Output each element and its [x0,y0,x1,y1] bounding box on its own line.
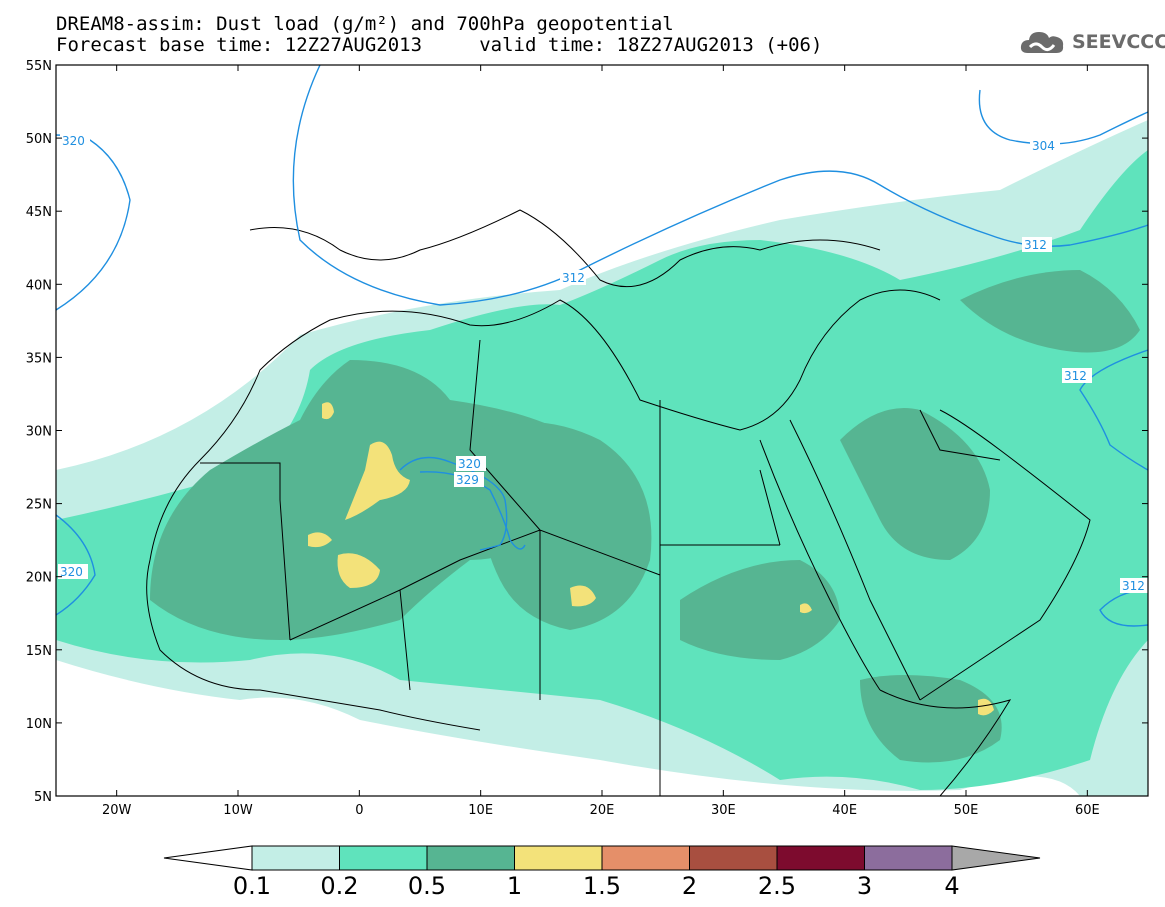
contour-label: 320 [60,565,83,579]
longitude-axis: 20W 10W 0 10E 20E 30E 40E 50E 60E [102,65,1100,818]
contour-labels: 320 304 312 312 312 320 320 329 312 [58,133,1148,593]
lat-label: 45N [26,205,52,220]
contour-320-west [56,134,131,311]
colorbar-label: 2 [682,872,697,900]
contour-label: 312 [1024,238,1047,252]
colorbar-label: 3 [857,872,872,900]
contour-label: 304 [1032,139,1055,153]
contour-label: 312 [1122,579,1145,593]
dust-band-0-5-caspian [960,270,1140,353]
coastline-arabia [919,409,1091,701]
colorbar-label: 2.5 [758,872,796,900]
lon-label: 50E [954,803,979,818]
contour-label-bg [1120,578,1148,593]
lon-label: 40E [832,803,857,818]
lon-label: 10E [468,803,493,818]
dust-shading [56,120,1148,796]
dust-band-0-5-east [680,560,840,660]
contour-label: 312 [562,271,585,285]
contour-label-bg [60,133,90,148]
colorbar-label: 4 [944,872,959,900]
contour-320-south [56,514,96,616]
title-line-1: DREAM8-assim: Dust load (g/m²) and 700hP… [56,13,674,35]
colorbar-label: 0.5 [408,872,446,900]
seevccc-logo: SEEVCCC [1018,26,1165,58]
dust-band-0-5-arabia [840,408,990,560]
colorbar-box [864,845,953,871]
contour-312-east [1079,349,1148,471]
coastline-horn [879,689,1012,796]
lon-label: 20W [102,803,132,818]
colorbar-low-arrow [163,845,253,871]
contour-label-bg [560,270,586,285]
lon-label: 10W [223,803,253,818]
contour-320-sahara [399,456,508,551]
colorbar-box [776,845,865,871]
lat-label: 15N [26,644,52,659]
lat-label: 20N [26,571,52,586]
lat-label: 50N [26,132,52,147]
contour-312-europe [292,65,1148,306]
lat-label: 5N [34,790,52,805]
lat-label: 10N [26,717,52,732]
contour-label-bg [454,472,484,487]
colorbar-label: 0.1 [233,872,271,900]
colorbar-high-arrow [951,845,1041,871]
lat-label: 55N [26,59,52,74]
latitude-axis: 55N 50N 45N 40N 35N 30N 25N 20N 15N 10N 5N [26,59,1148,805]
colorbar-box [601,845,690,871]
coastline-north-africa [149,289,941,561]
colorbar-box [514,845,603,871]
dust-band-1-algeria [322,402,334,420]
contour-label-bg [1022,237,1052,252]
colorbar-label: 1 [507,872,522,900]
lat-label: 30N [26,425,52,440]
cloud-icon [1020,32,1064,53]
colorbar-label: 1.5 [583,872,621,900]
dust-band-1-chad [570,585,596,607]
coastline-europe [249,209,881,288]
dust-band-0-5-central [477,422,652,630]
colorbar: 0.1 0.2 0.5 1 1.5 2 2.5 3 4 [163,845,1041,900]
contour-label-bg [456,456,486,471]
lon-label: 0 [355,803,363,818]
colorbar-box [426,845,515,871]
contour-label: 320 [458,457,481,471]
lat-label: 40N [26,278,52,293]
contour-label: 312 [1064,369,1087,383]
colorbar-label: 0.2 [320,872,358,900]
lat-label: 25N [26,498,52,513]
colorbar-box [689,845,778,871]
dust-band-1-west [308,532,332,548]
dust-band-1-somalia [978,698,994,716]
contour-label: 329 [456,473,479,487]
lon-label: 30E [711,803,736,818]
dust-band-1-sudan [800,603,812,614]
colorbar-box [339,845,428,871]
contour-label-bg [58,564,88,579]
logo-text: SEEVCCC [1072,31,1165,53]
coastline-red-sea [759,419,921,701]
lon-label: 60E [1075,803,1100,818]
lon-label: 20E [590,803,615,818]
contour-label: 320 [62,134,85,148]
contour-label-bg [1030,138,1060,153]
colorbar-box [251,845,340,871]
dust-band-1-mali [337,553,380,588]
title-line-2: Forecast base time: 12Z27AUG2013 valid t… [56,34,823,56]
lat-label: 35N [26,351,52,366]
contour-label-bg [1062,368,1092,383]
dust-band-1-sahara [345,441,410,520]
coastline-west-africa [146,559,481,731]
